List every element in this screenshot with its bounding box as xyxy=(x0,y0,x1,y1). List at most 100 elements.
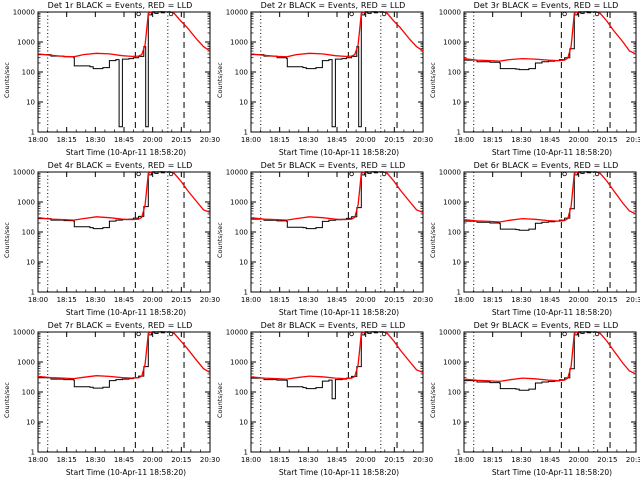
peak-marker xyxy=(562,171,567,177)
x-tick-label: 18:00 xyxy=(241,136,261,144)
x-tick-label: 18:45 xyxy=(114,456,134,464)
x-tick-label: 18:00 xyxy=(28,136,48,144)
x-tick-label: 18:00 xyxy=(241,456,261,464)
chart-plot-area: 1 10 100 1000 10000 18:00 18:15 18:30 18:45 20:00… xyxy=(439,169,640,305)
x-axis-label: Start Time (10-Apr-11 18:58:20) xyxy=(65,308,187,317)
x-axis-label: Start Time (10-Apr-11 18:58:20) xyxy=(278,148,400,157)
x-tick-label: 20:15 xyxy=(171,456,191,464)
peak-marker xyxy=(168,331,174,337)
detector-panel-1: Det 1r BLACK = Events, RED = LLD Counts/s… xyxy=(0,0,220,160)
x-axis-label: Start Time (10-Apr-11 18:58:20) xyxy=(491,148,613,157)
peak-marker xyxy=(349,171,354,177)
x-tick-label: 20:00 xyxy=(569,456,589,464)
y-tick-label: 100 xyxy=(448,69,461,77)
x-tick-label: 18:15 xyxy=(270,456,290,464)
y-tick-label: 1000 xyxy=(443,199,461,207)
peak-marker xyxy=(136,171,141,177)
lld-series-line xyxy=(464,171,636,223)
chart-title: Det 6r BLACK = Events, RED = LLD xyxy=(473,161,619,170)
x-tick-label: 20:00 xyxy=(143,136,163,144)
lld-series-line xyxy=(251,171,423,221)
y-tick-label: 10 xyxy=(239,99,248,107)
chart-title: Det 4r BLACK = Events, RED = LLD xyxy=(47,161,193,170)
x-tick-label: 20:15 xyxy=(597,456,617,464)
x-axis-label: Start Time (10-Apr-11 18:58:20) xyxy=(491,308,613,317)
x-tick-label: 20:00 xyxy=(569,296,589,304)
y-tick-label: 1 xyxy=(457,129,461,137)
x-tick-label: 18:15 xyxy=(270,296,290,304)
y-tick-label: 100 xyxy=(235,389,248,397)
x-tick-label: 20:15 xyxy=(384,296,404,304)
x-tick-label: 18:30 xyxy=(511,296,531,304)
x-tick-label: 20:00 xyxy=(143,456,163,464)
x-tick-label: 18:15 xyxy=(483,296,503,304)
x-axis-label: Start Time (10-Apr-11 18:58:20) xyxy=(278,308,400,317)
x-tick-label: 20:15 xyxy=(384,456,404,464)
chart-title: Det 3r BLACK = Events, RED = LLD xyxy=(473,1,619,10)
chart-plot-area: 1 10 100 1000 10000 18:00 18:15 18:30 18:45 20:00… xyxy=(226,9,433,145)
x-tick-label: 20:00 xyxy=(356,296,376,304)
detector-panel-3: Det 3r BLACK = Events, RED = LLD Counts/s… xyxy=(426,0,640,160)
x-tick-label: 20:30 xyxy=(413,456,433,464)
chart-plot-area: 1 10 100 1000 10000 18:00 18:15 18:30 18:45 20:00… xyxy=(13,169,220,305)
y-tick-label: 100 xyxy=(22,389,35,397)
y-tick-label: 100 xyxy=(448,229,461,237)
x-tick-label: 20:30 xyxy=(200,456,220,464)
peak-marker xyxy=(594,171,600,177)
y-tick-label: 100 xyxy=(22,229,35,237)
y-tick-label: 10 xyxy=(452,419,461,427)
events-series-line xyxy=(251,331,379,400)
lld-series-line xyxy=(464,331,636,383)
x-tick-label: 18:45 xyxy=(327,456,347,464)
x-tick-label: 20:15 xyxy=(384,136,404,144)
y-tick-label: 100 xyxy=(235,69,248,77)
y-tick-label: 1 xyxy=(31,129,35,137)
y-tick-label: 1000 xyxy=(443,359,461,367)
peak-marker xyxy=(136,11,141,17)
y-tick-label: 1 xyxy=(244,289,248,297)
events-series-line xyxy=(464,171,592,231)
x-tick-label: 18:45 xyxy=(540,136,560,144)
x-axis-label: Start Time (10-Apr-11 18:58:20) xyxy=(491,468,613,477)
y-tick-label: 10000 xyxy=(13,329,35,337)
y-tick-label: 10 xyxy=(452,259,461,267)
chart-plot-area: 1 10 100 1000 10000 18:00 18:15 18:30 18:45 20:00… xyxy=(439,9,640,145)
peak-marker xyxy=(381,11,387,17)
events-series-line xyxy=(38,11,166,128)
events-series-line xyxy=(464,11,592,71)
y-tick-label: 10000 xyxy=(13,9,35,17)
x-tick-label: 18:15 xyxy=(57,456,77,464)
y-tick-label: 10 xyxy=(26,259,35,267)
x-tick-label: 18:45 xyxy=(327,296,347,304)
y-tick-label: 1 xyxy=(31,449,35,457)
detector-panel-5: Det 5r BLACK = Events, RED = LLD Counts/s… xyxy=(213,160,433,320)
x-tick-label: 20:00 xyxy=(356,136,376,144)
y-tick-label: 10 xyxy=(26,99,35,107)
x-tick-label: 18:45 xyxy=(327,136,347,144)
chart-title: Det 9r BLACK = Events, RED = LLD xyxy=(473,321,619,330)
lld-series-line xyxy=(38,331,210,380)
x-tick-label: 18:00 xyxy=(454,136,474,144)
x-tick-label: 18:45 xyxy=(114,136,134,144)
y-tick-label: 1 xyxy=(457,289,461,297)
y-tick-label: 10 xyxy=(452,99,461,107)
y-tick-label: 10 xyxy=(239,419,248,427)
x-tick-label: 20:00 xyxy=(569,136,589,144)
x-tick-label: 20:00 xyxy=(143,296,163,304)
x-tick-label: 18:30 xyxy=(298,136,318,144)
y-tick-label: 10000 xyxy=(439,329,461,337)
detector-panel-7: Det 7r BLACK = Events, RED = LLD Counts/s… xyxy=(0,320,220,480)
detector-panel-9: Det 9r BLACK = Events, RED = LLD Counts/s… xyxy=(426,320,640,480)
chart-plot-area: 1 10 100 1000 10000 18:00 18:15 18:30 18:45 20:00… xyxy=(13,9,220,145)
events-series-line xyxy=(38,331,166,389)
x-tick-label: 18:00 xyxy=(241,296,261,304)
chart-plot-area: 1 10 100 1000 10000 18:00 18:15 18:30 18:45 20:00… xyxy=(13,329,220,465)
x-tick-label: 18:30 xyxy=(85,296,105,304)
y-tick-label: 10000 xyxy=(439,169,461,177)
x-tick-label: 20:00 xyxy=(356,456,376,464)
events-series-line xyxy=(464,331,592,391)
x-tick-label: 18:30 xyxy=(511,136,531,144)
y-tick-label: 10000 xyxy=(13,169,35,177)
y-tick-label: 10 xyxy=(26,419,35,427)
peak-marker xyxy=(562,331,567,337)
